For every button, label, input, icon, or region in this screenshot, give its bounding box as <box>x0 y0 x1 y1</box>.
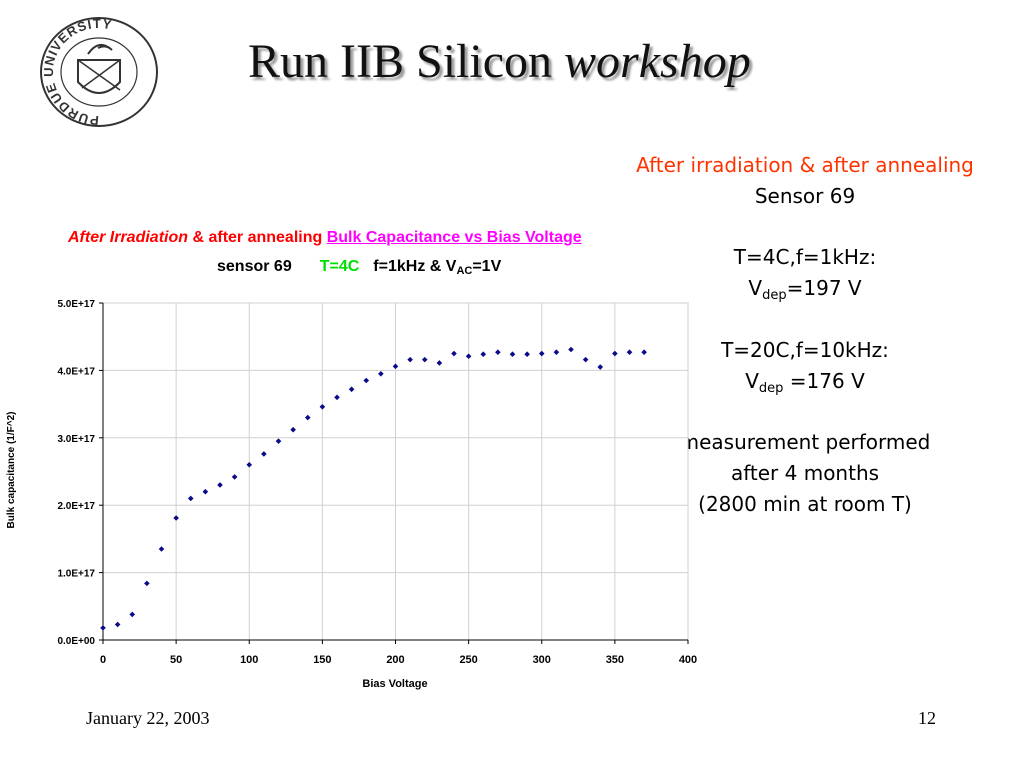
y-tick-label: 0.0E+00 <box>57 636 95 647</box>
note-condition-2: T=20C,f=10kHz: <box>721 338 889 362</box>
data-point <box>114 621 121 628</box>
y-tick-label: 3.0E+17 <box>57 434 95 445</box>
data-point <box>524 351 530 358</box>
data-point <box>275 438 282 444</box>
vdep-1-value: =197 V <box>786 276 862 300</box>
vdep-1-subscript: dep <box>762 288 787 303</box>
vdep-2-symbol: V <box>745 369 759 393</box>
grid-lines <box>103 302 689 640</box>
data-point <box>231 474 238 480</box>
y-tick-label: 2.0E+17 <box>57 501 95 512</box>
data-point <box>553 349 560 356</box>
x-tick-label: 400 <box>679 654 697 666</box>
data-points <box>100 346 647 631</box>
vdep-1-symbol: V <box>748 276 763 300</box>
note-measurement-2: after 4 months <box>730 461 880 485</box>
data-point <box>421 356 428 363</box>
chart-title: After Irradiation & after annealing Bulk… <box>68 229 582 247</box>
data-point <box>538 350 545 357</box>
data-point <box>100 625 106 631</box>
y-tick-label: 1.0E+17 <box>57 569 95 580</box>
data-point <box>363 377 370 384</box>
data-point <box>436 360 443 366</box>
data-point <box>612 350 618 357</box>
chart-subtitle-sensor: sensor 69 <box>217 258 292 275</box>
note-vdep-2: Vdep =176 V <box>592 366 1018 397</box>
x-tick-label: 100 <box>240 654 258 666</box>
data-point <box>378 370 384 377</box>
data-point <box>129 611 136 618</box>
data-point <box>509 351 516 358</box>
x-tick-label: 0 <box>100 654 106 666</box>
data-point <box>465 353 472 360</box>
x-tick-labels: 0 50 100 150 200 250 300 350 400 <box>100 640 697 666</box>
x-tick-label: 50 <box>170 654 182 666</box>
footer-date: January 22, 2003 <box>86 708 210 728</box>
note-sensor: Sensor 69 <box>754 184 856 208</box>
data-point <box>348 386 355 393</box>
data-point <box>217 482 223 488</box>
chart-subtitle-freq-sub: AC <box>456 265 473 277</box>
note-measurement-3: (2800 min at room T) <box>698 492 912 516</box>
data-point <box>568 346 574 353</box>
y-axis-label: Bulk capacitance (1/F^2) <box>6 412 17 529</box>
x-tick-label: 350 <box>606 654 624 666</box>
data-point <box>334 394 340 401</box>
y-tick-label: 5.0E+17 <box>57 299 95 310</box>
note-after-irradiation: After irradiation & after annealing <box>636 153 974 177</box>
data-point <box>495 349 501 356</box>
chart-title-part3: Bulk Capacitance vs Bias Voltage <box>326 229 582 246</box>
chart-subtitle-temp: T=4C <box>319 258 360 275</box>
data-point <box>144 580 150 587</box>
data-point <box>187 495 194 502</box>
data-point <box>246 461 253 468</box>
data-point <box>319 403 326 410</box>
chart-subtitle-freq: f=1kHz & V <box>373 258 457 275</box>
data-point <box>173 515 179 521</box>
title-italic: workshop <box>564 35 751 88</box>
chart-title-part2: & after annealing <box>188 229 327 246</box>
title-main: Run IIB Silicon <box>248 35 553 88</box>
slide-title: Run IIB Silicon workshop <box>248 34 948 89</box>
data-point <box>290 426 296 433</box>
vdep-2-subscript: dep <box>758 381 784 396</box>
data-point <box>641 349 647 356</box>
x-tick-label: 150 <box>313 654 331 666</box>
chart-title-part1: After Irradiation <box>68 229 189 246</box>
y-tick-label: 4.0E+17 <box>57 366 95 377</box>
data-point <box>451 350 457 357</box>
y-tick-labels: 0.0E+00 1.0E+17 2.0E+17 3.0E+17 4.0E+17 5.0E+… <box>57 299 103 647</box>
chart-subtitle-freq-val: =1V <box>472 258 502 275</box>
page-number: 12 <box>918 708 936 728</box>
purdue-university-seal-logo: PURDUE UNIVERSITY <box>40 16 158 128</box>
x-axis-label: Bias Voltage <box>362 678 427 690</box>
data-point <box>261 451 267 457</box>
vdep-2-value: =176 V <box>783 369 865 393</box>
data-point <box>158 546 165 552</box>
data-point <box>480 351 487 358</box>
data-point <box>407 356 413 363</box>
x-tick-label: 250 <box>459 654 477 666</box>
data-point <box>304 414 311 421</box>
data-point <box>392 363 399 370</box>
data-point <box>582 356 589 363</box>
note-vdep-1: Vdep=197 V <box>592 273 1018 304</box>
note-measurement-1: measurement performed <box>679 430 931 454</box>
note-condition-1: T=4C,f=1kHz: <box>733 245 877 269</box>
chart-subtitle: sensor 69 T=4C f=1kHz & VAC=1V <box>217 258 502 277</box>
x-tick-label: 300 <box>533 654 551 666</box>
data-point <box>597 364 604 370</box>
data-point <box>202 488 209 495</box>
data-point <box>626 349 633 356</box>
x-tick-label: 200 <box>386 654 404 666</box>
